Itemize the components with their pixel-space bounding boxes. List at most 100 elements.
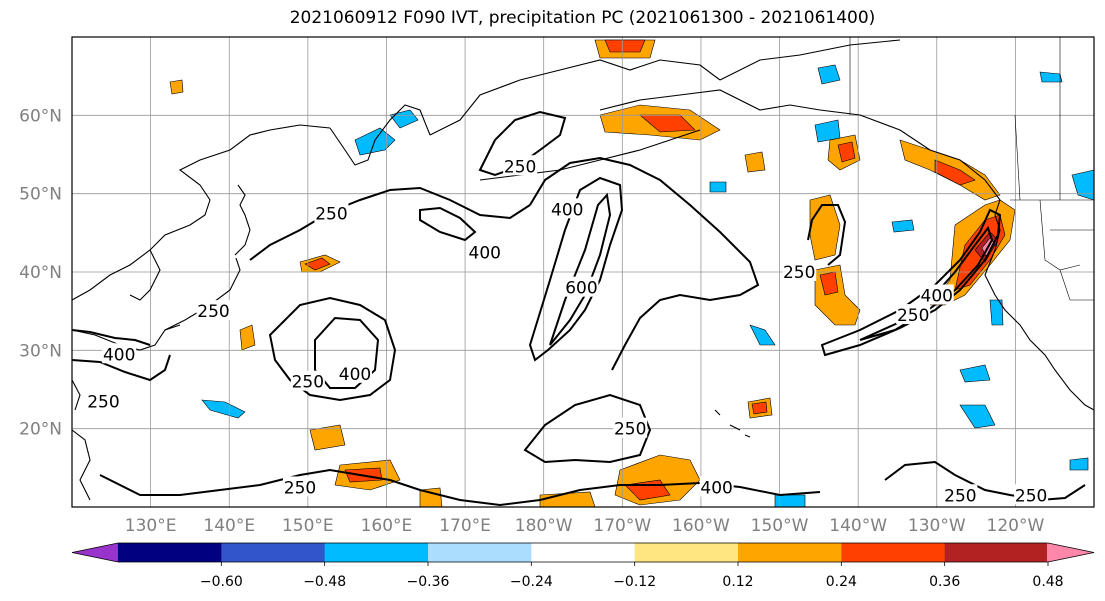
- colorbar-tick-label: −0.24: [510, 574, 553, 590]
- ivt-contour-label: 600: [565, 279, 597, 299]
- ivt-contour-label: 250: [284, 478, 316, 498]
- coastline-japan-south: [164, 257, 241, 331]
- lat-tick-label: 60°N: [19, 106, 62, 126]
- coastline-alaska-north: [719, 39, 901, 81]
- precip-negative-3: [201, 399, 246, 419]
- border-us-states: [1039, 199, 1094, 301]
- lon-tick-label: 130°E: [125, 516, 177, 536]
- coastline-kamchatka: [329, 104, 431, 166]
- ivt-contour-label: 250: [944, 486, 976, 506]
- colorbar-segment: [428, 543, 532, 562]
- colorbar-extend-low: [72, 543, 119, 562]
- ivt-contour-250-west-ring: [268, 296, 397, 402]
- ivt-contour-label: 250: [197, 302, 229, 322]
- lon-tick-label: 120°W: [987, 516, 1045, 536]
- precip-negative-12: [891, 219, 915, 233]
- contour-label-bg: [1014, 484, 1049, 505]
- longitude-tick-labels: 130°E 140°E 150°E 160°E 170°E 180°W 170°W 160°W…: [125, 516, 1045, 536]
- coastline-alaska: [599, 89, 1001, 216]
- ivt-contour-label: 250: [614, 420, 646, 440]
- contour-label-bg: [943, 484, 978, 505]
- colorbar-tick-label: 0.36: [929, 574, 960, 590]
- precip-tropics-b-core: [751, 401, 768, 415]
- ivt-contour-label: 250: [315, 204, 347, 224]
- colorbar-segment: [324, 543, 429, 562]
- precip-negative-2: [389, 109, 419, 129]
- lat-tick-label: 20°N: [19, 420, 62, 440]
- coastline-japan: [234, 184, 251, 256]
- contour-label-bg: [613, 417, 648, 438]
- ivt-contour-250-west-edge: [71, 354, 171, 382]
- precip-gulf-alaska-core: [934, 159, 976, 186]
- ivt-contour-250-central: [529, 156, 760, 371]
- colorbar-segment: [118, 543, 222, 562]
- ivt-contour-label: 250: [1015, 486, 1047, 506]
- gridlines: [72, 37, 1094, 507]
- coastline-hawaii: [714, 409, 751, 438]
- precip-arctic-core: [604, 39, 646, 53]
- precip-gulf-2-core: [837, 141, 856, 163]
- contour-label-bg: [782, 261, 817, 281]
- ivt-contour-600-central: [549, 192, 612, 346]
- precip-negative-9: [1039, 71, 1063, 83]
- colorbar-tick-label: −0.36: [407, 574, 450, 590]
- lat-tick-label: 40°N: [19, 263, 62, 283]
- colorbar-tick-label: −0.60: [200, 574, 243, 590]
- figure-title: 2021060912 F090 IVT, precipitation PC (2…: [289, 8, 876, 28]
- lat-tick-label: 30°N: [19, 341, 62, 361]
- ivt-contour-250-south-band: [99, 468, 821, 507]
- lon-tick-label: 180°W: [515, 516, 573, 536]
- contour-label-bg: [86, 390, 121, 411]
- ivt-contour-250-hawaii-loop: [523, 393, 652, 464]
- ivt-contour-250-southeast-loop: [884, 460, 1086, 502]
- lon-tick-label: 140°E: [203, 516, 255, 536]
- ivt-contour-label: 250: [504, 157, 536, 177]
- colorbar-tick-label: 0.48: [1032, 574, 1063, 590]
- colorbar-segment: [841, 543, 946, 562]
- precip-kamchatka-small: [169, 79, 184, 95]
- lon-tick-label: 170°W: [593, 516, 651, 536]
- ivt-contour-400-west-edge: [71, 329, 151, 346]
- precip-negative-6: [959, 404, 996, 429]
- contour-label-bg: [290, 370, 325, 391]
- contour-label-bg: [282, 476, 317, 497]
- ivt-contour-label: 400: [103, 345, 135, 365]
- colorbar-segment: [531, 543, 636, 562]
- colorbar-segment: [634, 543, 739, 562]
- colorbar-extend-high: [1047, 543, 1094, 562]
- contour-label-bg: [102, 343, 137, 364]
- ivt-contour-label: 400: [700, 478, 732, 498]
- colorbar-tick-label: −0.48: [303, 574, 346, 590]
- ivt-contour-250-midpacific-arc: [807, 204, 847, 266]
- contour-label-bg: [919, 284, 954, 305]
- coastline-taiwan: [71, 379, 91, 501]
- precip-west-small: [239, 324, 256, 351]
- ivt-contour-400-northwest: [419, 206, 477, 242]
- contour-label-bg: [550, 198, 585, 219]
- coastlines: [71, 39, 1095, 501]
- ivt-contour-label: 250: [897, 306, 929, 326]
- coastline-north-america-west: [984, 214, 1095, 411]
- ivt-contour-250-ar: [820, 208, 1002, 357]
- ivt-contour-label: 400: [339, 365, 371, 385]
- ivt-contour-label: 250: [783, 263, 815, 283]
- contour-label-bg: [896, 304, 931, 325]
- precip-negative-7: [959, 364, 991, 383]
- colorbar-segment: [944, 543, 1049, 562]
- contour-label-bg: [467, 241, 502, 262]
- contour-label-bg: [564, 276, 599, 297]
- ivt-contour-label: 400: [469, 243, 501, 263]
- colorbar-tick-label: 0.12: [722, 574, 753, 590]
- lon-tick-label: 160°W: [672, 516, 730, 536]
- colorbar-tick-labels: −0.60 −0.48 −0.36 −0.24 −0.12 0.12 0.24 0.36 0.4…: [200, 562, 1064, 590]
- precip-negative-5: [814, 119, 841, 143]
- precip-negative-15: [709, 181, 727, 193]
- colorbar-segment: [221, 543, 326, 562]
- coastline-siberia: [429, 59, 721, 136]
- colorbar-tick-label: 0.24: [826, 574, 857, 590]
- border-canada-provinces: [1014, 37, 1061, 201]
- coastline-korea: [129, 249, 161, 301]
